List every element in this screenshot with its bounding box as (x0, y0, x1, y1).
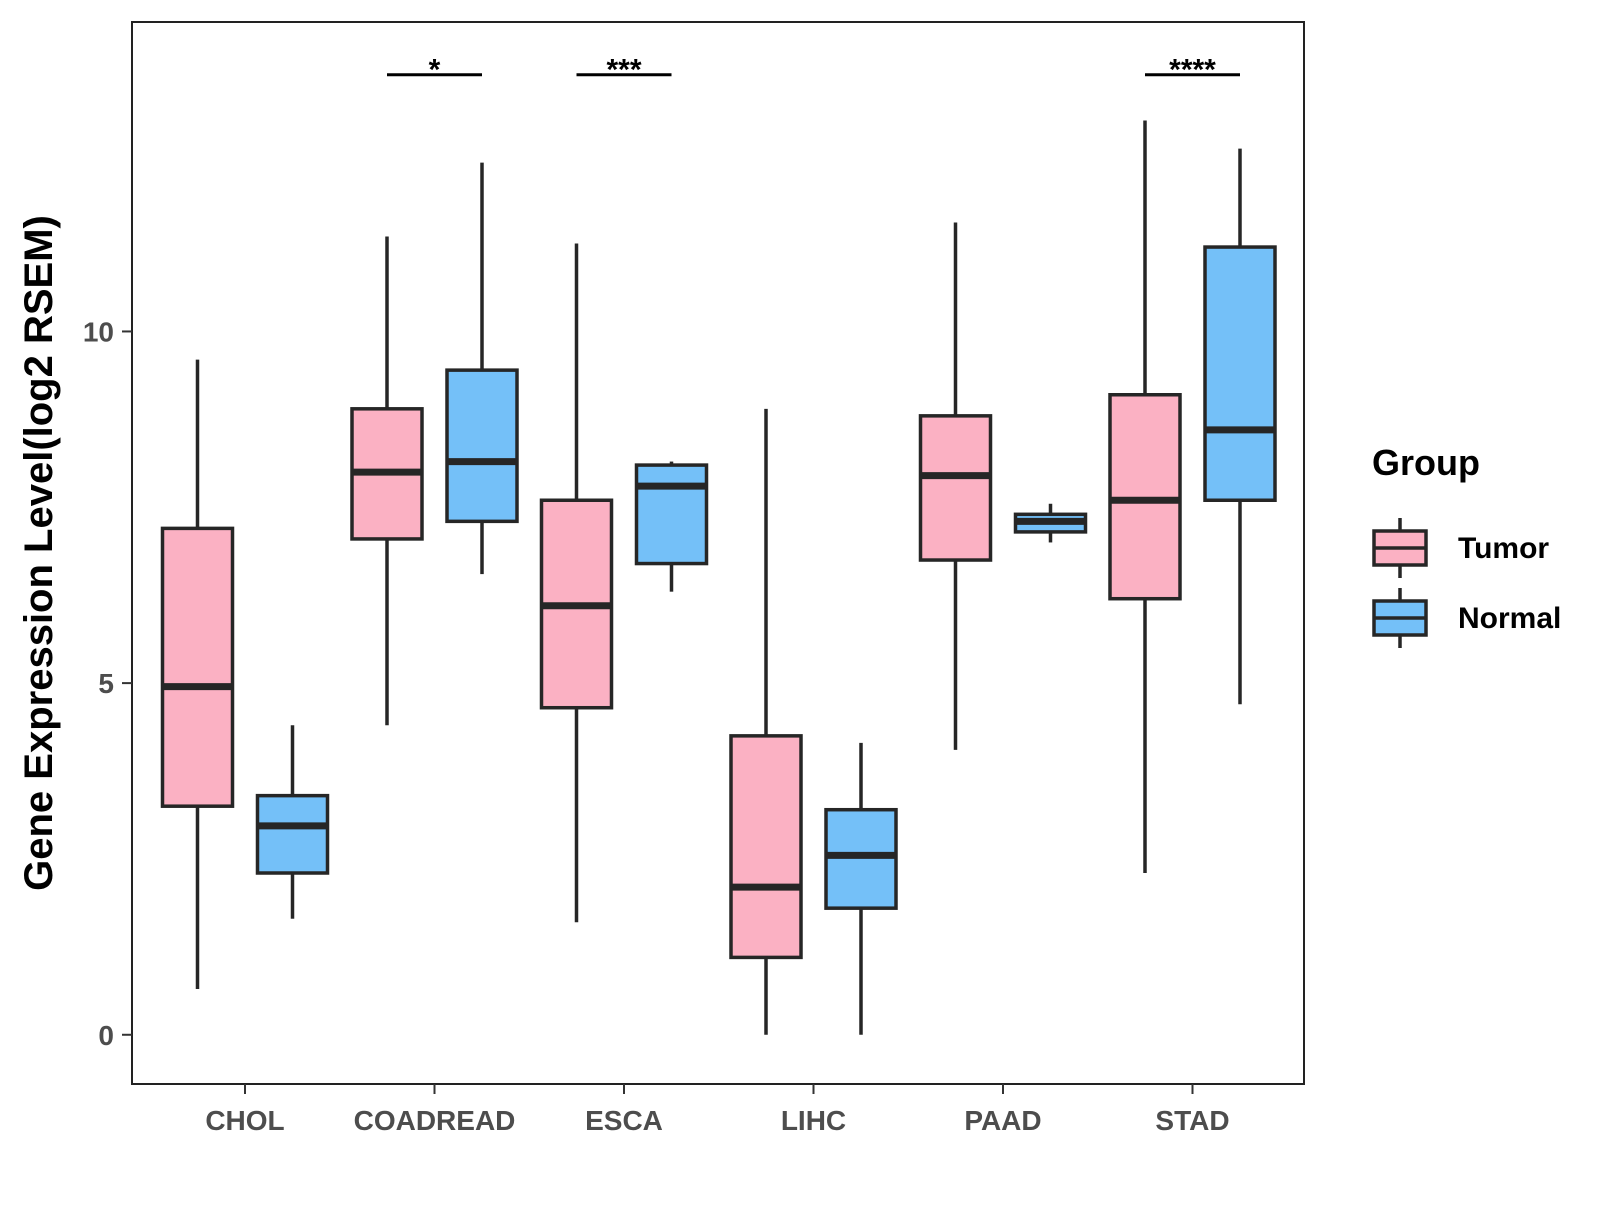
y-tick-label: 0 (98, 1020, 114, 1051)
box-iqr (445, 368, 519, 524)
box-tumor-stad (1108, 120, 1182, 874)
box-iqr (255, 793, 330, 875)
box-tumor-lihc (729, 408, 803, 1035)
box-iqr (918, 414, 993, 562)
box-normal-esca (634, 461, 709, 592)
box-iqr (1108, 393, 1182, 601)
legend-key-tumor (1372, 518, 1428, 578)
legend-title: Group (1372, 442, 1480, 483)
box-normal-lihc (824, 742, 898, 1035)
box-iqr (634, 463, 709, 566)
box-normal-coadread (445, 162, 519, 575)
box-tumor-coadread (350, 236, 424, 726)
x-tick-label: STAD (1155, 1105, 1229, 1136)
box-normal-chol (255, 725, 330, 919)
box-tumor-paad (918, 222, 993, 750)
significance-label: **** (1169, 54, 1216, 87)
y-tick-label: 10 (83, 316, 114, 347)
significance-label: * (429, 54, 441, 87)
significance-coadread: * (387, 54, 482, 87)
box-tumor-chol (160, 359, 235, 990)
x-tick-label: ESCA (585, 1105, 663, 1136)
significance-stad: **** (1145, 54, 1240, 87)
box-iqr (1203, 245, 1277, 503)
legend-label-tumor: Tumor (1458, 532, 1549, 565)
box-normal-stad (1203, 148, 1277, 705)
box-iqr (160, 526, 235, 808)
x-tick-label: PAAD (964, 1105, 1041, 1136)
legend-key-normal (1372, 588, 1428, 648)
box-iqr (729, 734, 803, 960)
significance-label: *** (606, 54, 641, 87)
significance-esca: *** (576, 54, 672, 87)
y-axis-title: Gene Expression Level(log2 RSEM) (17, 215, 61, 891)
x-tick-label: LIHC (781, 1105, 846, 1136)
box-iqr (824, 807, 898, 910)
x-tick-label: COADREAD (354, 1105, 516, 1136)
y-tick-label: 5 (98, 668, 114, 699)
box-normal-paad (1013, 503, 1088, 543)
box-tumor-esca (539, 243, 614, 923)
legend-label-normal: Normal (1458, 602, 1561, 635)
x-tick-label: CHOL (205, 1105, 284, 1136)
panel-border (131, 21, 1305, 1085)
legend: Group Tumor Normal (1372, 442, 1561, 648)
